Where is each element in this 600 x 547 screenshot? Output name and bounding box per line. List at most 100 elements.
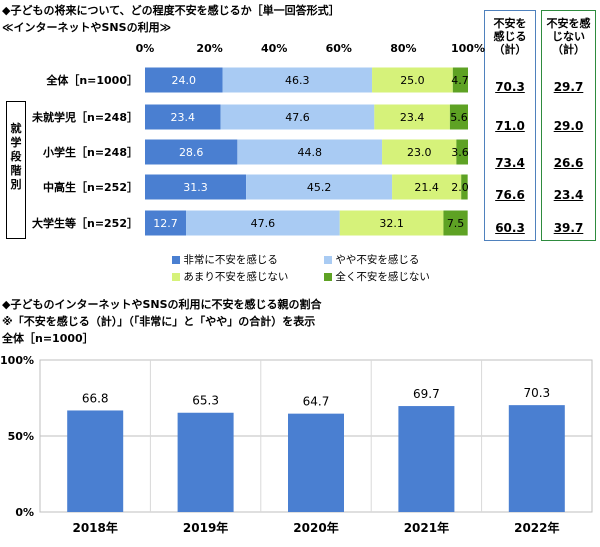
legend-swatch xyxy=(324,273,332,281)
x-tick-label: 80% xyxy=(390,42,416,55)
bottom-title: ◆子どものインターネットやSNSの利用に不安を感じる親の割合 xyxy=(2,298,322,311)
bar-segment xyxy=(374,104,450,130)
anxious-total-value: 71.0 xyxy=(495,119,525,133)
legend-label: 非常に不安を感じる xyxy=(183,254,278,266)
group-label: 就学段階別 xyxy=(10,122,22,191)
bar-segment xyxy=(222,67,373,93)
anxious-total-value: 60.3 xyxy=(495,221,525,235)
data-label: 65.3 xyxy=(192,394,219,408)
data-label: 44.8 xyxy=(297,146,322,159)
anxious-total-header: 不安を感じる（計） xyxy=(493,17,527,56)
y-tick-label: 100% xyxy=(0,354,34,367)
stacked-bar-chart: 0% 20% 40% 60% 80% 100% 全体［n=1000］ 24.0 46.3 25.0… xyxy=(31,42,485,236)
x-tick-label: 2021年 xyxy=(404,520,449,535)
legend-item: やや不安を感じる xyxy=(324,252,419,267)
legend-label: あまり不安を感じない xyxy=(183,271,289,283)
data-label: 23.0 xyxy=(407,146,432,159)
x-tick-label: 2018年 xyxy=(72,520,117,535)
legend-item: あまり不安を感じない xyxy=(172,269,288,284)
bar-segment xyxy=(145,104,221,130)
legend-item: 全く不安を感じない xyxy=(324,269,430,284)
bar xyxy=(508,405,565,512)
bar-segment xyxy=(237,139,383,165)
anxious-total-column: 不安を感じる（計） 70.3 71.0 73.4 76.6 60.3 xyxy=(484,10,536,241)
x-tick-label: 40% xyxy=(261,42,287,55)
legend-label: やや不安を感じる xyxy=(335,254,420,266)
legend-item: 非常に不安を感じる xyxy=(172,252,278,267)
data-label: 47.6 xyxy=(251,217,276,230)
bottom-sample: 全体［n=1000］ xyxy=(2,332,94,345)
data-label: 3.6 xyxy=(451,146,469,159)
data-label: 24.0 xyxy=(172,74,197,87)
bar xyxy=(177,412,234,512)
bar-segment xyxy=(392,174,462,200)
yearly-bar-chart: 0% 50% 100% 66.8 2018年 65.3 2019年 64.7 2020年 69.7… xyxy=(0,354,593,535)
data-label: 47.6 xyxy=(285,111,310,124)
bar-segment xyxy=(339,210,444,236)
bar-segment xyxy=(145,174,247,200)
data-label: 4.7 xyxy=(451,74,469,87)
bar xyxy=(398,406,455,512)
not-anxious-total-value: 26.6 xyxy=(553,156,584,170)
category-label: 未就学児［n=248］ xyxy=(31,110,138,124)
bar-segment xyxy=(461,174,468,200)
data-label: 69.7 xyxy=(413,387,440,401)
data-label: 64.7 xyxy=(303,395,330,409)
bar-segment xyxy=(145,67,223,93)
data-label: 21.4 xyxy=(414,181,439,194)
anxious-total-value: 70.3 xyxy=(495,80,525,94)
category-label: 全体［n=1000］ xyxy=(45,73,138,87)
x-tick-label: 0% xyxy=(136,42,155,55)
data-label: 23.4 xyxy=(171,111,196,124)
legend-swatch xyxy=(172,273,180,281)
data-label: 70.3 xyxy=(523,386,550,400)
bar-segment xyxy=(456,139,468,165)
category-label: 小学生［n=248］ xyxy=(42,145,138,159)
y-tick-label: 0% xyxy=(15,506,34,519)
bar-segment xyxy=(246,174,393,200)
data-label: 46.3 xyxy=(285,74,310,87)
data-label: 5.6 xyxy=(450,111,468,124)
bottom-note: ※「不安を感じる（計）」（「非常に」と「やや」の合計）を表示 xyxy=(2,315,316,328)
top-subtitle: ≪インターネットやSNSの利用≫ xyxy=(2,21,172,34)
bar-segment xyxy=(372,67,453,93)
data-label: 23.4 xyxy=(400,111,425,124)
anxious-total-value: 76.6 xyxy=(495,188,525,202)
category-label: 中高生［n=252］ xyxy=(43,180,138,194)
not-anxious-total-value: 29.0 xyxy=(553,119,584,133)
x-tick-label: 2020年 xyxy=(293,520,338,535)
bar-segment xyxy=(220,104,375,130)
bar xyxy=(67,410,124,512)
legend: 非常に不安を感じる やや不安を感じる あまり不安を感じない 全く不安を感じない xyxy=(172,252,492,288)
data-label: 28.6 xyxy=(179,146,204,159)
bar-segment xyxy=(186,210,340,236)
legend-label: 全く不安を感じない xyxy=(335,271,430,283)
not-anxious-total-column: 不安を感じない（計） 29.7 29.0 26.6 23.4 39.7 xyxy=(541,10,596,241)
bar-segment xyxy=(449,104,468,130)
data-label: 12.7 xyxy=(153,217,178,230)
x-tick-label: 2019年 xyxy=(183,520,228,535)
data-label: 66.8 xyxy=(82,391,109,405)
not-anxious-total-value: 23.4 xyxy=(553,188,584,202)
x-tick-label: 2022年 xyxy=(514,520,559,535)
anxious-total-value: 73.4 xyxy=(495,156,525,170)
data-label: 45.2 xyxy=(307,181,332,194)
y-tick-label: 50% xyxy=(8,430,34,443)
x-tick-label: 20% xyxy=(196,42,222,55)
legend-swatch xyxy=(324,256,332,264)
x-tick-label: 60% xyxy=(326,42,352,55)
bar-segment xyxy=(145,139,238,165)
bar-segment xyxy=(145,210,187,236)
data-label: 2.0 xyxy=(451,181,469,194)
top-title: ◆子どもの将来について、どの程度不安を感じるか［単一回答形式］ xyxy=(2,4,340,17)
not-anxious-total-header: 不安を感じない（計） xyxy=(546,17,591,56)
legend-swatch xyxy=(172,256,180,264)
not-anxious-total-value: 39.7 xyxy=(553,221,584,235)
data-label: 31.3 xyxy=(183,181,208,194)
data-label: 25.0 xyxy=(400,74,425,87)
bar-segment xyxy=(382,139,457,165)
data-label: 7.5 xyxy=(447,217,465,230)
group-bracket xyxy=(6,101,26,239)
bar xyxy=(288,413,344,512)
x-tick-label: 100% xyxy=(451,42,485,55)
